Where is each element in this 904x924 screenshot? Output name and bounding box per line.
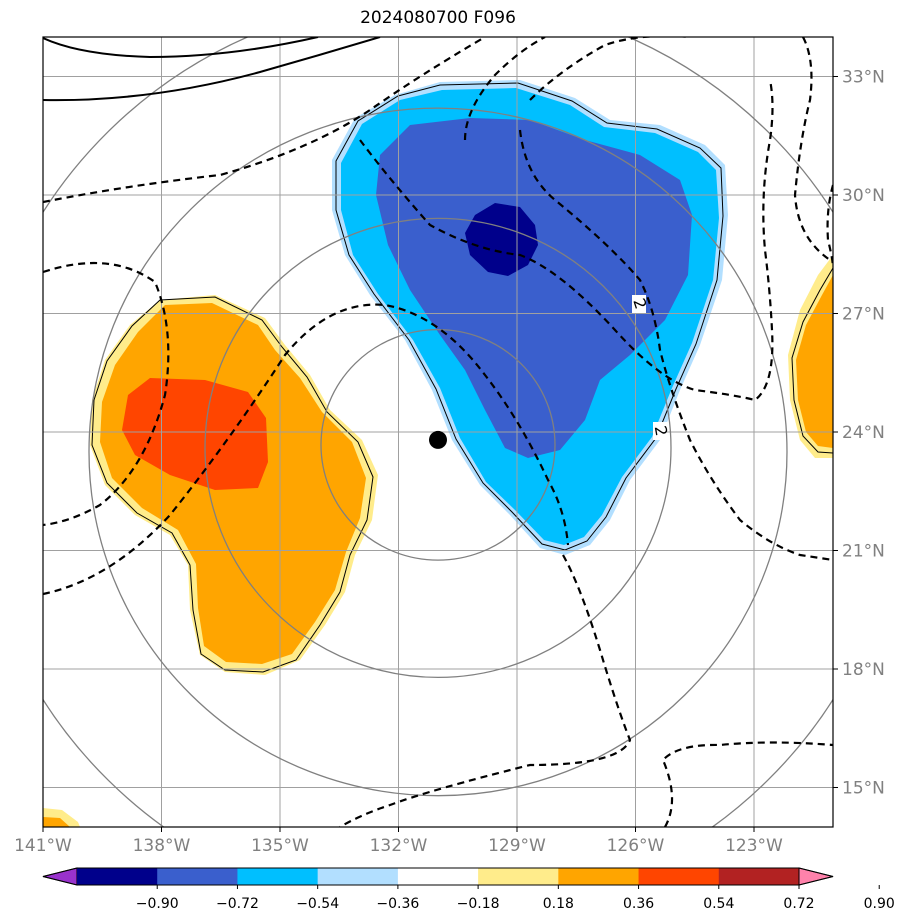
- shade-royalblue: [376, 118, 692, 458]
- dashed-contour-9: [793, 37, 833, 263]
- colorbar-tick-label: −0.72: [216, 896, 259, 912]
- lat-tick-label: 18°N: [842, 660, 885, 680]
- lat-tick-label: 21°N: [842, 542, 885, 562]
- colorbar-tick-label: 0.72: [783, 896, 814, 912]
- colorbar-tick-label: −0.18: [457, 896, 500, 912]
- colorbar-tick-label: 0.90: [864, 896, 895, 912]
- colorbar-extend-high: [798, 867, 834, 886]
- colorbar-tick-label: 0.18: [543, 896, 574, 912]
- shade-orangered-west: [122, 378, 268, 490]
- lat-tick-label: 24°N: [842, 423, 885, 443]
- lon-tick-label: 123°W: [725, 836, 783, 856]
- dashed-contours: [43, 37, 833, 827]
- dashed-contour-11: [661, 741, 833, 827]
- colorbar-tick-label: −0.90: [136, 896, 179, 912]
- contour-outline-center: [335, 82, 724, 551]
- dashed-contour-3: [43, 303, 570, 596]
- lon-tick-label: 126°W: [607, 836, 665, 856]
- lat-tick-label: 33°N: [842, 68, 885, 88]
- map-title: 2024080700 F096: [360, 8, 516, 28]
- storm-center-marker: [429, 430, 447, 449]
- colorbar-segment: [558, 868, 640, 885]
- colorbar-segment: [718, 868, 800, 885]
- colorbar-tick-label: −0.36: [376, 896, 419, 912]
- colorbar-segment: [237, 868, 319, 885]
- solid-contours: [43, 37, 381, 102]
- dashed-contour-6: [518, 129, 833, 562]
- colorbar-tick-label: 0.54: [703, 896, 734, 912]
- solid-contour-outer: [43, 37, 319, 59]
- colorbar-segment: [317, 868, 399, 885]
- dashed-contour-7: [529, 37, 690, 101]
- positive-anomaly-east: [788, 255, 833, 458]
- dashed-contour-1: [43, 37, 486, 204]
- colorbar-segment: [157, 868, 238, 885]
- dashed-contour-5: [463, 37, 546, 141]
- colorbar-segment: [397, 868, 479, 885]
- colorbar: −0.90 −0.72 −0.54 −0.36 −0.18 0.18 0.36 0.54 0.7…: [42, 867, 895, 912]
- lat-tick-label: 30°N: [842, 186, 885, 206]
- lat-tick-label: 27°N: [842, 305, 885, 325]
- lon-tick-label: 129°W: [488, 836, 546, 856]
- lon-tick-label: 132°W: [370, 836, 428, 856]
- positive-anomaly-corner: [43, 808, 80, 827]
- colorbar-tick-label: −0.54: [296, 896, 339, 912]
- distance-ring-2: [204, 217, 672, 679]
- colorbar-segment: [478, 868, 559, 885]
- contour-labels: 2 2: [629, 295, 671, 440]
- lat-tick-label: 15°N: [842, 779, 885, 799]
- lat-lon-gridlines: [43, 37, 833, 827]
- colorbar-tick-label: 0.36: [623, 896, 654, 912]
- shade-darkblue: [465, 203, 538, 276]
- contour-label-lower: 2: [651, 424, 671, 437]
- distance-ring-3: [88, 107, 788, 797]
- lon-tick-label: 141°W: [14, 836, 72, 856]
- distance-ring-1: [320, 329, 556, 561]
- lon-tick-label: 138°W: [133, 836, 191, 856]
- lon-tick-label: 135°W: [251, 836, 309, 856]
- dashed-contour-4: [359, 79, 774, 402]
- colorbar-segment: [638, 868, 720, 885]
- colorbar-segment: [77, 868, 158, 885]
- solid-contour-inner: [43, 37, 381, 102]
- axis-ticks: 141°W 138°W 135°W 132°W 129°W 126°W 123°W 15°N 1…: [14, 68, 885, 857]
- negative-anomaly-center: [332, 80, 728, 555]
- colorbar-extend-low: [42, 867, 78, 886]
- dashed-contour-2: [43, 261, 170, 527]
- dashed-contour-8: [339, 554, 632, 827]
